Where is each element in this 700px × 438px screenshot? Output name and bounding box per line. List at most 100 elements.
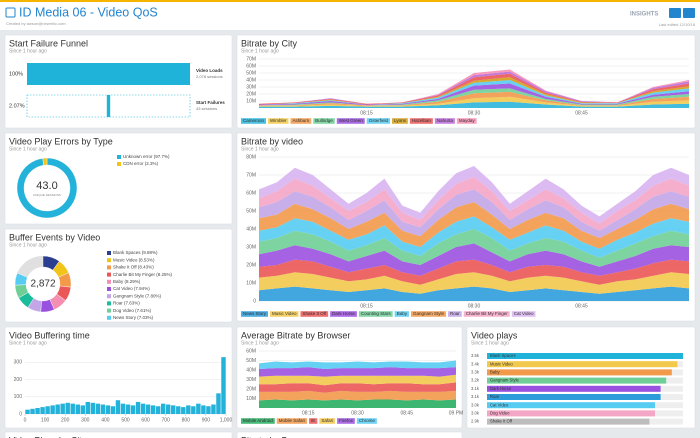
y-tick-label: 20M [246, 262, 256, 268]
area-series [259, 166, 689, 224]
bar-label: Roar [490, 394, 500, 399]
x-tick-label: 700 [162, 417, 171, 423]
widget-title: Video plays [471, 330, 518, 340]
legend-swatch [319, 418, 336, 424]
widget-title: Average Bitrate by Browser [241, 330, 350, 340]
legend-label: Gangnam Style (7.80%) [113, 293, 162, 298]
histogram-bar [55, 404, 60, 414]
bar-value: 3.0k [471, 402, 480, 407]
legend-label: Cameroon [243, 118, 265, 123]
legend-label: Charlie Bit My Finger [466, 311, 509, 316]
x-tick-label: 08:15 [360, 110, 373, 116]
x-tick-label: 1,000 [220, 417, 233, 423]
legend-label: Cat Video [514, 311, 534, 316]
widget-title: Video Buffering time [9, 330, 90, 340]
area-series [259, 202, 689, 249]
widget-subtitle: Since 1 hour ago [9, 242, 47, 248]
widget-title: Bitrate by City [241, 38, 298, 48]
legend-label: Lyons [394, 118, 407, 123]
legend-label: News Story [243, 311, 267, 316]
bar-value: 3.2k [471, 378, 480, 383]
y-tick-label: 50M [246, 70, 256, 76]
x-tick-label: 08:45 [575, 110, 588, 116]
legend-swatch [456, 118, 477, 124]
y-tick-label: 300 [14, 360, 23, 366]
legend-label: Charlie Bit My Finger (8.25%) [113, 272, 173, 277]
legend-label: Mobile Safari [279, 418, 305, 423]
histogram-bar [105, 405, 111, 414]
histogram-bar [150, 405, 156, 414]
y-tick-label: 50M [246, 358, 256, 364]
histogram-bar [216, 393, 221, 414]
x-tick-label: 0 [24, 417, 27, 423]
area-series [259, 80, 689, 105]
legend-swatch [117, 162, 121, 166]
histogram-bar [186, 405, 191, 414]
bar [487, 410, 655, 417]
donut-segment [14, 272, 28, 286]
bar-label: Blank Spaces [490, 353, 516, 358]
widget-panel [4, 132, 233, 225]
legend-swatch [107, 301, 111, 306]
bar-label: Dark Horse [490, 386, 512, 391]
legend-label: Osterfield [369, 118, 389, 123]
funnel-bar [106, 95, 111, 117]
legend-label: Shake It Off (8.43%) [113, 265, 154, 270]
legend-swatch [358, 311, 393, 317]
area-series [259, 229, 689, 267]
bar-value: 3.1k [471, 386, 480, 391]
widget-subtitle: Since 1 hour ago [9, 48, 47, 54]
histogram-bar [155, 406, 161, 414]
filter-button[interactable] [669, 8, 681, 18]
legend-swatch [241, 418, 275, 424]
legend-label: Nahurta [437, 118, 454, 123]
widget-subtitle: Since 1 hour ago [9, 340, 47, 346]
legend-swatch [447, 311, 462, 317]
histogram-bar [176, 406, 181, 414]
legend-swatch [107, 308, 111, 313]
legend-swatch [463, 311, 510, 317]
x-tick-label: 08:15 [302, 410, 315, 416]
histogram-bar [65, 402, 70, 414]
legend-label: Blank Spaces (9.88%) [113, 250, 158, 255]
x-tick-label: 08:30 [468, 110, 481, 116]
legend-swatch [241, 118, 267, 124]
y-tick-label: 80M [246, 154, 256, 160]
histogram-bar [115, 400, 121, 414]
legend-swatch [313, 118, 335, 124]
funnel-pct: 2.07% [9, 103, 25, 109]
legend-swatch [268, 118, 289, 124]
bar-label: Baby [490, 370, 500, 375]
histogram-bar [191, 406, 196, 414]
bar-value: 3.1k [471, 394, 480, 399]
widget-panel [236, 431, 463, 438]
legend-swatch [276, 418, 308, 424]
area-series [259, 367, 456, 377]
share-button[interactable] [683, 8, 695, 18]
x-tick-label: 100 [41, 417, 50, 423]
histogram-bar [196, 403, 201, 414]
y-tick-label: 40M [246, 77, 256, 83]
bar-label: Cat Video [490, 402, 509, 407]
bar [487, 418, 650, 425]
histogram-bar [45, 406, 50, 414]
widget-subtitle: Since 1 hour ago [241, 146, 279, 152]
y-tick-label: 10M [246, 396, 256, 402]
area-series [259, 259, 689, 285]
x-tick-label: 600 [141, 417, 150, 423]
legend-label: Hazelban [412, 118, 432, 123]
widget-subtitle: Since 1 hour ago [241, 340, 279, 346]
x-tick-label: 08:30 [351, 410, 364, 416]
bar [487, 402, 655, 409]
y-tick-label: 100 [14, 394, 23, 400]
legend-swatch [392, 118, 408, 124]
legend-label: Unknown error (97.7%) [123, 154, 170, 159]
legend-label: Dog Video (7.61%) [113, 308, 151, 313]
donut-segment [16, 157, 78, 219]
widget-subtitle: Since 1 hour ago [471, 340, 509, 346]
legend-label: West Green [339, 118, 363, 123]
histogram-bar [110, 406, 116, 414]
histogram-bar [25, 409, 30, 414]
dashboard-icon[interactable] [5, 7, 16, 18]
